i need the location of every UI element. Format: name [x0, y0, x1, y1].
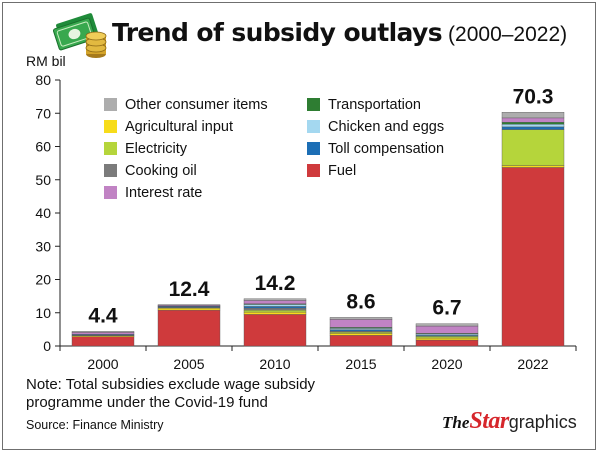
y-tick-label: 50 — [35, 172, 51, 188]
bar-segment-agricultural-input — [157, 307, 221, 311]
legend-label: Electricity — [125, 141, 188, 157]
y-tick-label: 80 — [35, 72, 51, 88]
bar-segment-electricity — [243, 309, 307, 313]
x-tick-label: 2022 — [517, 356, 548, 372]
bar-segment-toll-compensation — [501, 126, 565, 130]
bar-segment-agricultural-input — [243, 311, 307, 315]
footnote: Note: Total subsidies exclude wage subsi… — [26, 376, 316, 411]
bar-segment-other-consumer-items — [501, 112, 565, 119]
chart-frame — [2, 2, 596, 450]
bar-segment-chicken-and-eggs — [243, 304, 307, 307]
legend-swatch — [307, 98, 320, 111]
money-bills-and-coins-icon — [52, 13, 107, 58]
legend-swatch — [307, 120, 320, 133]
y-tick-label: 40 — [35, 205, 51, 221]
chart-header: Trend of subsidy outlays (2000–2022) — [112, 18, 567, 47]
legend-swatch — [104, 186, 117, 199]
legend-swatch — [104, 98, 117, 111]
bar-segment-other-consumer-items — [415, 323, 479, 327]
bar-total-label: 70.3 — [513, 85, 554, 108]
bar-segment-fuel — [243, 314, 307, 347]
chart-title: Trend of subsidy outlays — [112, 18, 443, 47]
bar-segment-toll-compensation — [243, 306, 307, 309]
legend-label: Other consumer items — [125, 97, 268, 113]
legend-swatch — [104, 164, 117, 177]
bar-segment-other-consumer-items — [329, 317, 393, 320]
bar-segment-fuel — [501, 167, 565, 347]
bar-total-label: 6.7 — [432, 297, 461, 320]
bar-segment-interest-rate — [415, 325, 479, 334]
bar-segment-agricultural-input — [501, 165, 565, 168]
x-tick-label: 2005 — [173, 356, 204, 372]
y-tick-label: 20 — [35, 272, 51, 288]
legend-label: Transportation — [328, 97, 421, 113]
legend-swatch — [307, 142, 320, 155]
bar-segment-fuel — [71, 336, 135, 347]
y-tick-label: 60 — [35, 139, 51, 155]
bar-segment-electricity — [501, 129, 565, 166]
legend-label: Interest rate — [125, 185, 202, 201]
bar-segment-interest-rate — [243, 300, 307, 304]
bar-segment-transportation — [501, 122, 565, 125]
bar-segment-interest-rate — [71, 332, 135, 335]
x-tick-label: 2010 — [259, 356, 290, 372]
legend-label: Cooking oil — [125, 163, 197, 179]
legend-swatch — [104, 142, 117, 155]
bar-total-label: 4.4 — [88, 304, 118, 327]
bar-segment-cooking-oil — [243, 307, 307, 311]
bar-segment-interest-rate — [501, 117, 565, 123]
y-tick-label: 0 — [43, 338, 51, 354]
x-tick-label: 2000 — [87, 356, 118, 372]
bar-segment-agricultural-input — [329, 333, 393, 336]
bar-segment-chicken-and-eggs — [501, 124, 565, 128]
y-tick-label: 30 — [35, 238, 51, 254]
legend-label: Chicken and eggs — [328, 119, 444, 135]
y-tick-label: 10 — [35, 305, 51, 321]
bar-total-label: 8.6 — [346, 290, 375, 313]
bar-total-label: 12.4 — [169, 278, 210, 301]
bar-segment-fuel — [329, 335, 393, 347]
bar-segment-fuel — [415, 339, 479, 347]
legend-label: Fuel — [328, 163, 356, 179]
x-tick-label: 2020 — [431, 356, 462, 372]
bar-segment-other-consumer-items — [71, 331, 135, 333]
bar-segment-interest-rate — [329, 319, 393, 328]
bar-segment-fuel — [157, 309, 221, 347]
legend-swatch — [104, 120, 117, 133]
brand-the: The — [442, 413, 470, 432]
x-tick-label: 2015 — [345, 356, 376, 372]
bar-segment-electricity — [415, 336, 479, 339]
chart-subtitle: (2000–2022) — [448, 23, 568, 46]
y-tick-label: 70 — [35, 105, 51, 121]
brand-star: Star — [469, 408, 509, 434]
y-axis-label: RM bil — [26, 53, 66, 69]
brand-logo: TheStargraphics — [442, 408, 577, 435]
legend-label: Toll compensation — [328, 141, 444, 157]
legend-swatch — [307, 164, 320, 177]
bar-segment-other-consumer-items — [243, 298, 307, 301]
source-credit: Source: Finance Ministry — [26, 418, 164, 432]
legend-label: Agricultural input — [125, 119, 233, 135]
bar-total-label: 14.2 — [255, 272, 296, 295]
brand-graphics: graphics — [508, 412, 577, 432]
bar-segment-agricultural-input — [415, 337, 479, 341]
